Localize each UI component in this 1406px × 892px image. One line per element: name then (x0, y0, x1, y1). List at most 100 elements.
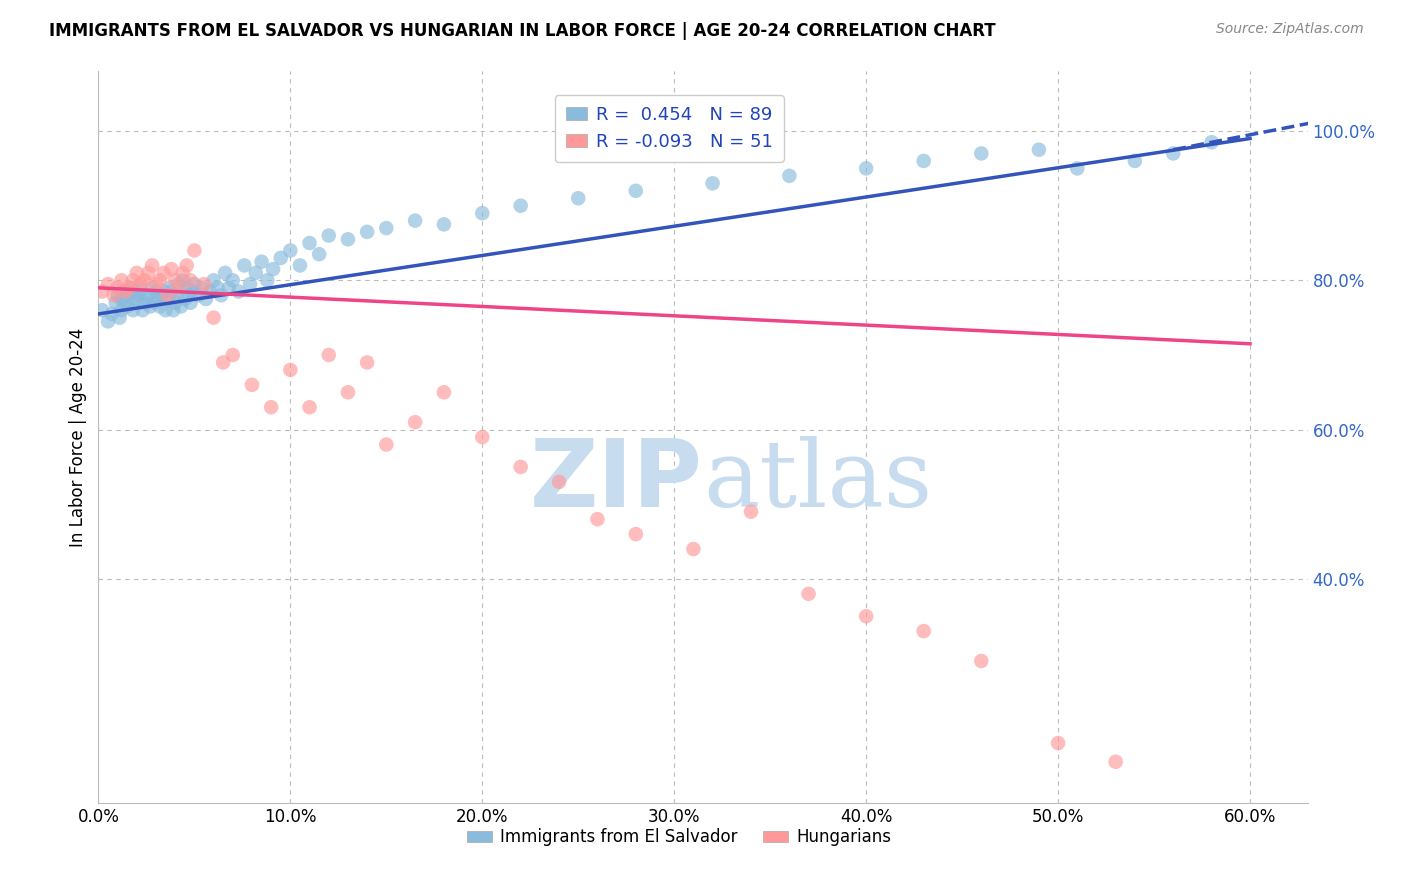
Point (1066, 161, 1088, 176)
Point (240, 377, 263, 392)
Point (256, 273, 278, 287)
Point (122, 303, 145, 318)
Point (104, 295, 127, 310)
Point (156, 288, 179, 302)
Point (141, 281, 163, 295)
Point (233, 259, 256, 273)
Text: atlas: atlas (703, 436, 932, 526)
Point (191, 281, 214, 295)
Point (107, 288, 129, 302)
Point (160, 262, 183, 277)
Point (1104, 755, 1126, 769)
Point (155, 303, 177, 318)
Point (228, 285, 250, 299)
Point (124, 285, 146, 299)
Point (165, 295, 187, 310)
Point (159, 281, 181, 295)
Point (250, 254, 273, 268)
Point (91, 303, 114, 318)
Point (471, 206, 494, 220)
Point (1047, 736, 1070, 750)
Point (110, 303, 132, 318)
Point (270, 251, 292, 265)
Point (207, 281, 229, 295)
Legend: Immigrants from El Salvador, Hungarians: Immigrants from El Salvador, Hungarians (460, 822, 897, 853)
Point (912, 624, 935, 639)
Point (180, 295, 202, 310)
Point (146, 292, 169, 306)
Point (1201, 135, 1223, 149)
Point (183, 277, 205, 291)
Point (202, 310, 225, 325)
Point (288, 259, 311, 273)
Point (970, 146, 993, 161)
Point (740, 505, 762, 519)
Point (156, 292, 179, 306)
Point (586, 512, 609, 526)
Point (404, 213, 426, 227)
Point (433, 385, 456, 400)
Point (183, 244, 205, 258)
Point (112, 285, 135, 299)
Point (198, 285, 221, 299)
Point (336, 385, 359, 400)
Point (624, 184, 647, 198)
Point (103, 288, 125, 302)
Point (128, 288, 150, 302)
Point (129, 277, 152, 291)
Point (115, 300, 138, 314)
Point (114, 295, 136, 310)
Point (101, 307, 124, 321)
Point (509, 459, 531, 474)
Point (172, 266, 194, 280)
Point (122, 273, 145, 287)
Point (125, 266, 148, 280)
Point (797, 587, 820, 601)
Point (110, 273, 132, 287)
Point (152, 266, 174, 280)
Point (1123, 153, 1146, 168)
Point (134, 273, 156, 287)
Point (682, 542, 704, 557)
Point (167, 277, 190, 291)
Point (214, 266, 236, 280)
Point (97, 314, 120, 328)
Point (135, 292, 157, 306)
Point (176, 281, 198, 295)
Text: ZIP: ZIP (530, 435, 703, 527)
Point (245, 266, 267, 280)
Point (139, 300, 162, 314)
Point (308, 247, 330, 261)
Point (165, 273, 187, 287)
Point (970, 654, 993, 668)
Point (433, 218, 456, 232)
Point (193, 277, 215, 291)
Point (152, 285, 174, 299)
Point (260, 401, 283, 415)
Point (336, 232, 359, 246)
Point (187, 288, 209, 302)
Point (149, 273, 172, 287)
Point (114, 285, 136, 299)
Point (209, 288, 232, 302)
Point (356, 225, 378, 239)
Point (122, 292, 145, 306)
Point (280, 363, 302, 377)
Point (280, 244, 302, 258)
Point (375, 221, 398, 235)
Point (404, 415, 426, 429)
Point (218, 281, 240, 295)
Point (202, 273, 225, 287)
Point (134, 295, 156, 310)
Point (160, 285, 183, 299)
Point (108, 310, 131, 325)
Point (1161, 146, 1184, 161)
Point (136, 288, 159, 302)
Point (149, 300, 172, 314)
Point (194, 292, 217, 306)
Point (1028, 143, 1050, 157)
Point (97, 277, 120, 291)
Point (173, 292, 195, 306)
Point (212, 355, 235, 369)
Point (239, 277, 262, 291)
